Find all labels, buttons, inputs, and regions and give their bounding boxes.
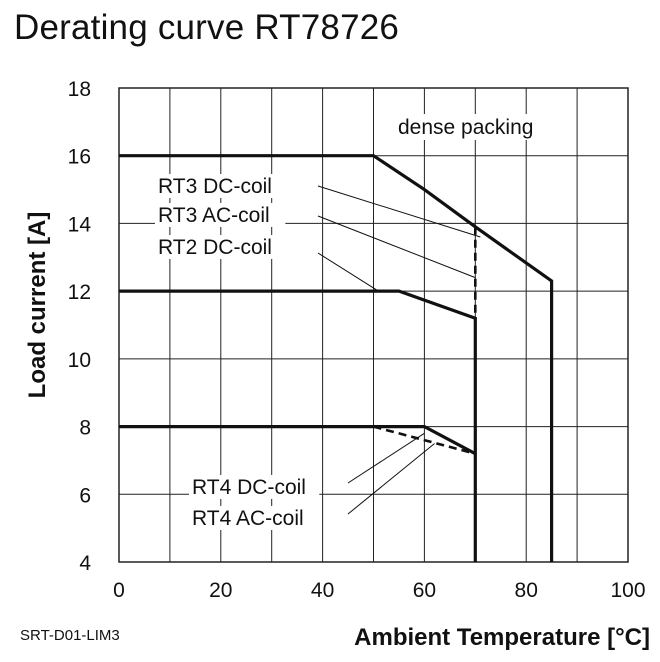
series-line-3: [119, 425, 477, 456]
y-tick-label: 18: [68, 78, 91, 101]
x-tick-label: 80: [515, 579, 538, 602]
annotation-label-bg: [394, 114, 549, 140]
x-tick-label: 20: [209, 579, 232, 602]
chart-title: Derating curve RT78726: [14, 8, 400, 47]
y-tick-label: 4: [79, 552, 91, 575]
annotation-label: RT4 AC-coil: [192, 507, 304, 530]
annotation-label: RT3 DC-coil: [158, 175, 272, 198]
annotation-label: RT3 AC-coil: [158, 204, 270, 227]
leader-line: [317, 215, 476, 279]
y-tick-label: 10: [68, 349, 91, 372]
series-line-2: [119, 289, 477, 562]
annotation-label: RT2 DC-coil: [158, 236, 272, 259]
y-tick-label: 6: [79, 484, 91, 507]
y-tick-label: 12: [68, 281, 91, 304]
y-axis-title: Load current [A]: [24, 212, 51, 399]
x-tick-label: 100: [610, 579, 645, 602]
leader-line: [317, 252, 379, 292]
figure-id: SRT-D01-LIM3: [20, 627, 120, 644]
x-tick-label: 40: [311, 579, 334, 602]
annotation-label-bg: [155, 235, 286, 259]
leader-line: [347, 432, 425, 484]
y-tick-label: 16: [68, 146, 91, 169]
annotation-label-bg: [189, 475, 320, 499]
annotation-label-bg: [155, 174, 286, 198]
x-axis-title: Ambient Temperature [°C]: [354, 624, 650, 651]
y-tick-label: 14: [68, 213, 92, 236]
annotation-label-bg: [189, 506, 320, 530]
x-tick-label: 0: [113, 579, 125, 602]
y-tick-label: 8: [79, 417, 91, 440]
series-line-0: [119, 154, 554, 562]
leader-line: [317, 185, 481, 238]
annotation-label-bg: [155, 203, 286, 227]
series-line-4: [373, 425, 476, 455]
annotation-label: dense packing: [398, 116, 533, 139]
leader-line: [347, 443, 435, 515]
x-tick-label: 60: [413, 579, 436, 602]
annotation-label: RT4 DC-coil: [192, 476, 306, 499]
